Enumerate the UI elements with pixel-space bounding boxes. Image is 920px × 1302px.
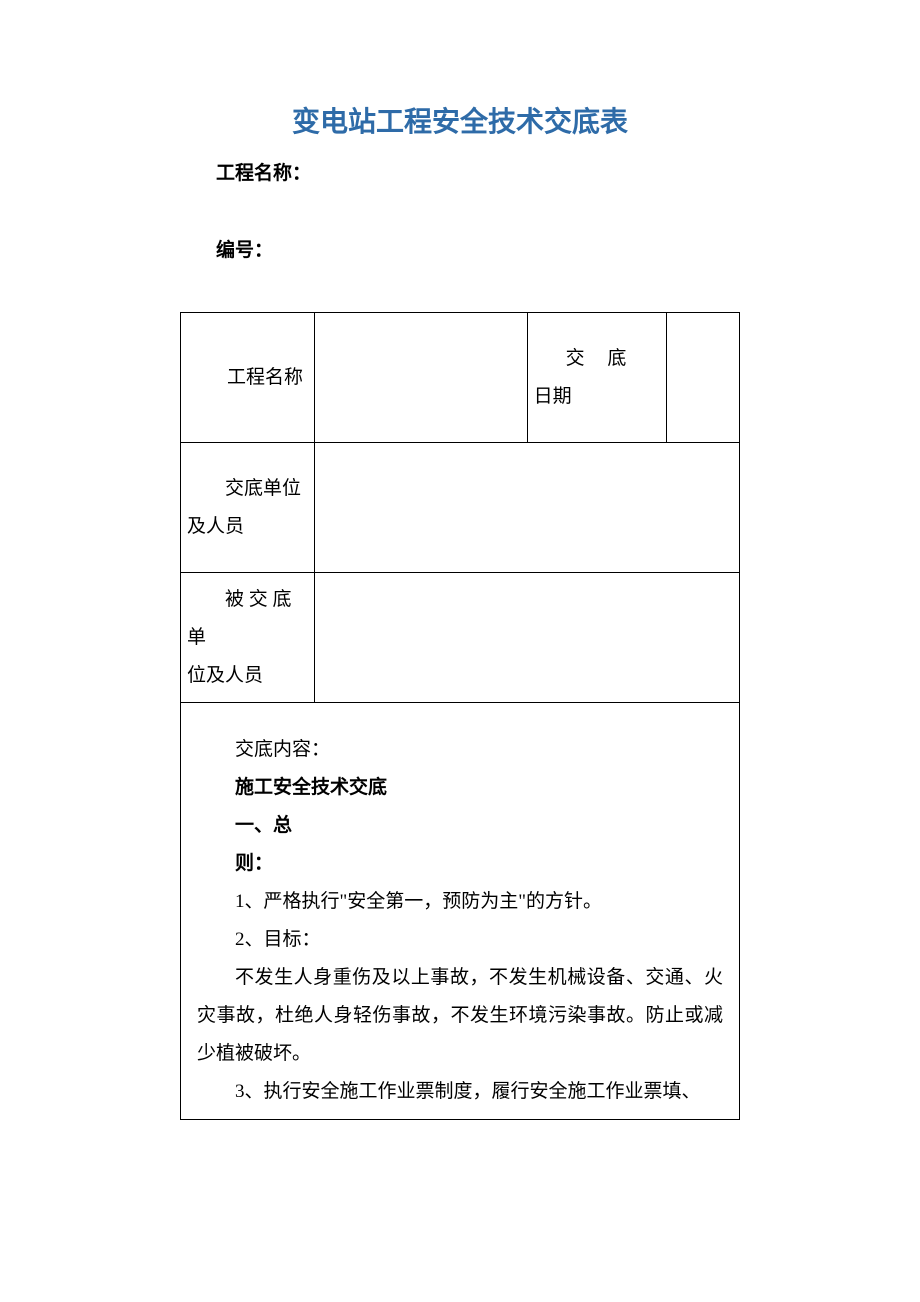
cell-project-name-label: 工程名称 bbox=[181, 313, 315, 443]
disclosure-table: 工程名称 交 底 日期 交底单位 及人员 被 bbox=[180, 312, 740, 703]
content-item: 3、执行安全施工作业票制度，履行安全施工作业票填、 bbox=[197, 1073, 723, 1111]
cell-date-value bbox=[667, 313, 740, 443]
cell-disclosing-party-label: 交底单位 及人员 bbox=[181, 443, 315, 573]
content-cell: 交底内容： 施工安全技术交底 一、总 则： 1、严格执行"安全第一，预防为主"的… bbox=[180, 703, 740, 1120]
cell-text: 交 底 bbox=[534, 340, 661, 378]
cell-receiving-party-label: 被 交 底 单 位及人员 bbox=[181, 573, 315, 703]
cell-text: 工程名称 bbox=[181, 359, 314, 397]
table-row: 交底单位 及人员 bbox=[181, 443, 740, 573]
table-row: 被 交 底 单 位及人员 bbox=[181, 573, 740, 703]
cell-text: 及人员 bbox=[187, 508, 308, 546]
cell-receiving-party-value bbox=[315, 573, 740, 703]
project-name-label: 工程名称： bbox=[216, 158, 740, 185]
section-title: 一、总 bbox=[197, 807, 723, 845]
cell-project-name-value bbox=[315, 313, 527, 443]
content-item: 1、严格执行"安全第一，预防为主"的方针。 bbox=[197, 883, 723, 921]
content-heading: 交底内容： bbox=[197, 731, 723, 769]
document-title: 变电站工程安全技术交底表 bbox=[180, 100, 740, 140]
section-title: 则： bbox=[197, 845, 723, 883]
cell-disclosing-party-value bbox=[315, 443, 740, 573]
content-item: 2、目标： bbox=[197, 921, 723, 959]
content-subheading: 施工安全技术交底 bbox=[197, 769, 723, 807]
cell-text: 位及人员 bbox=[187, 657, 308, 695]
cell-text: 被 交 底 单 bbox=[187, 581, 308, 657]
cell-text: 交底单位 bbox=[187, 470, 308, 508]
content-body: 不发生人身重伤及以上事故，不发生机械设备、交通、火灾事故，杜绝人身轻伤事故，不发… bbox=[197, 959, 723, 1073]
table-row: 工程名称 交 底 日期 bbox=[181, 313, 740, 443]
cell-text: 日期 bbox=[534, 378, 661, 416]
serial-number-label: 编号： bbox=[216, 235, 740, 262]
cell-date-label: 交 底 日期 bbox=[527, 313, 667, 443]
